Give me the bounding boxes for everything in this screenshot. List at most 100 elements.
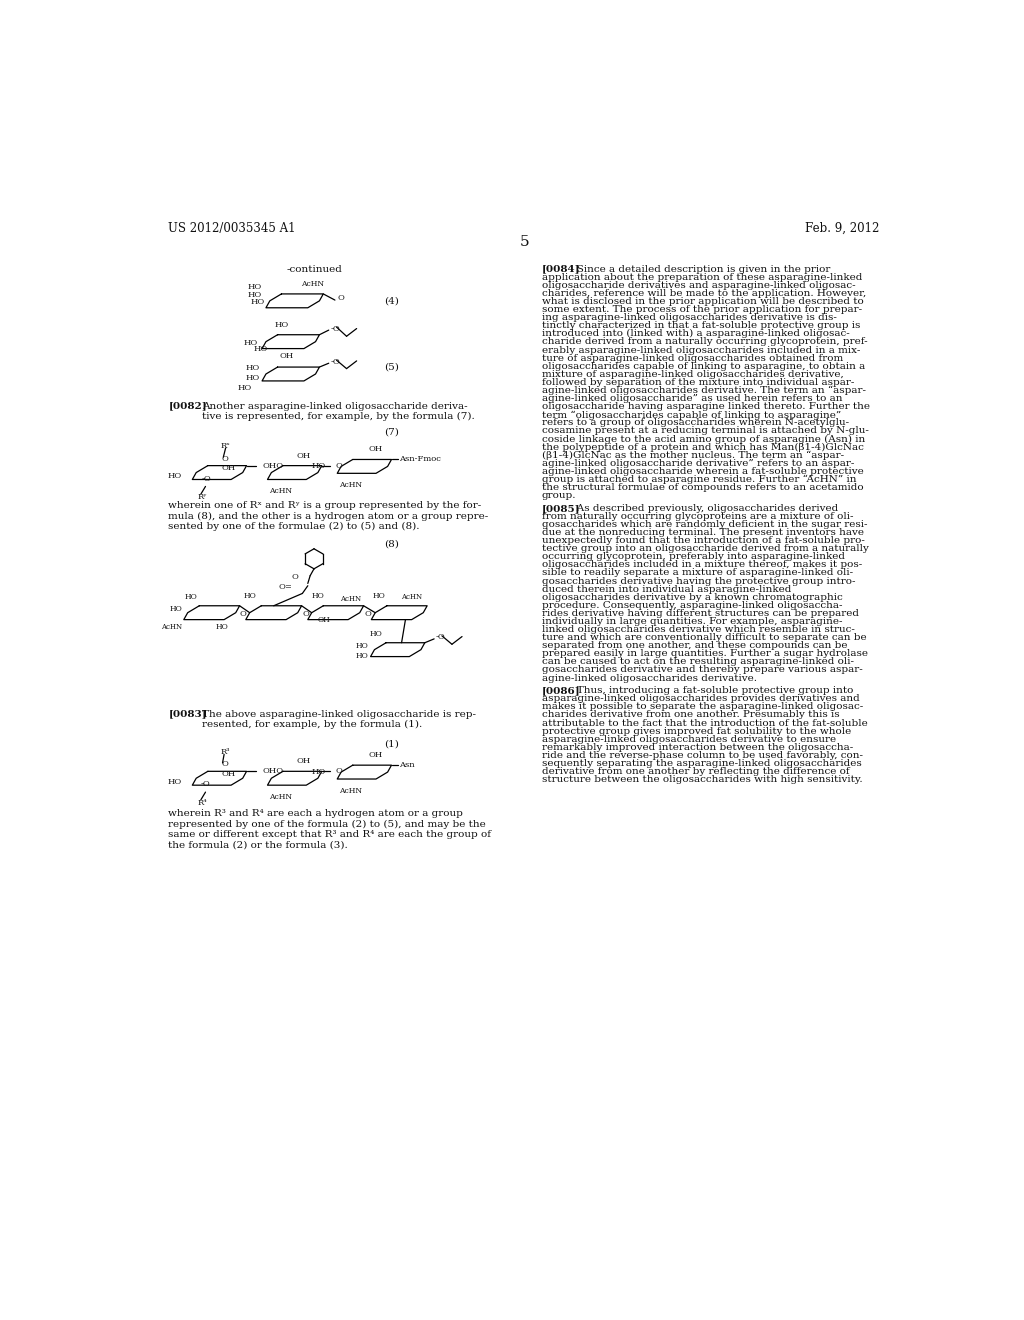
Text: AcHN: AcHN [161,623,182,631]
Text: HO: HO [274,321,289,329]
Text: agine-linked oligosaccharides derivative.: agine-linked oligosaccharides derivative… [542,673,757,682]
Text: HO: HO [251,298,265,306]
Text: Feb. 9, 2012: Feb. 9, 2012 [805,222,880,235]
Text: AcHN: AcHN [339,480,362,488]
Text: HO: HO [248,290,262,298]
Text: AcHN: AcHN [340,595,360,603]
Text: US 2012/0035345 A1: US 2012/0035345 A1 [168,222,296,235]
Text: HO: HO [246,374,260,381]
Text: from naturally occurring glycoproteins are a mixture of oli-: from naturally occurring glycoproteins a… [542,512,853,521]
Text: (4): (4) [384,297,398,306]
Text: O: O [222,760,228,768]
Text: tective group into an oligosaccharide derived from a naturally: tective group into an oligosaccharide de… [542,544,868,553]
Text: protective group gives improved fat solubility to the whole: protective group gives improved fat solu… [542,726,851,735]
Text: [0082]: [0082] [168,401,207,411]
Text: HO: HO [246,364,260,372]
Text: O: O [336,462,343,470]
Text: structure between the oligosaccharides with high sensitivity.: structure between the oligosaccharides w… [542,775,862,784]
Text: [0083]: [0083] [168,710,207,718]
Text: asparagine-linked oligosaccharides derivative to ensure: asparagine-linked oligosaccharides deriv… [542,735,836,743]
Text: Since a detailed description is given in the prior: Since a detailed description is given in… [566,264,829,273]
Text: separated from one another, and these compounds can be: separated from one another, and these co… [542,642,847,651]
Text: oligosaccharides capable of linking to asparagine, to obtain a: oligosaccharides capable of linking to a… [542,362,865,371]
Text: Another asparagine-linked oligosaccharide deriva-
tive is represented, for examp: Another asparagine-linked oligosaccharid… [202,401,474,421]
Text: -O: -O [331,358,340,366]
Text: O: O [303,610,309,618]
Text: derivative from one another by reflecting the difference of: derivative from one another by reflectin… [542,767,850,776]
Text: refers to a group of oligosaccharides wherein N-acetylglu-: refers to a group of oligosaccharides wh… [542,418,849,428]
Text: HO: HO [170,605,182,612]
Text: charide derived from a naturally occurring glycoprotein, pref-: charide derived from a naturally occurri… [542,338,867,346]
Text: -O: -O [435,634,445,642]
Text: rides derivative having different structures can be prepared: rides derivative having different struct… [542,609,859,618]
Text: agine-linked oligosaccharide derivative” refers to an aspar-: agine-linked oligosaccharide derivative”… [542,459,854,467]
Text: OH: OH [222,770,236,777]
Text: HO: HO [185,593,198,602]
Text: O: O [336,767,343,775]
Text: Rʸ: Rʸ [198,494,208,502]
Text: remarkably improved interaction between the oligosaccha-: remarkably improved interaction between … [542,743,853,752]
Text: (8): (8) [384,540,398,549]
Text: (1): (1) [384,739,398,748]
Text: can be caused to act on the resulting asparagine-linked oli-: can be caused to act on the resulting as… [542,657,854,667]
Text: makes it possible to separate the asparagine-linked oligosac-: makes it possible to separate the aspara… [542,702,863,711]
Text: wherein one of Rˣ and Rʸ is a group represented by the for-
mula (8), and the ot: wherein one of Rˣ and Rʸ is a group repr… [168,502,488,531]
Text: individually in large quantities. For example, asparagine-: individually in large quantities. For ex… [542,616,843,626]
Text: tinctly characterized in that a fat-soluble protective group is: tinctly characterized in that a fat-solu… [542,321,860,330]
Text: HO: HO [311,591,324,599]
Text: unexpectedly found that the introduction of a fat-soluble pro-: unexpectedly found that the introduction… [542,536,864,545]
Text: coside linkage to the acid amino group of asparagine (Asn) in: coside linkage to the acid amino group o… [542,434,865,444]
Text: some extent. The process of the prior application for prepar-: some extent. The process of the prior ap… [542,305,862,314]
Text: cosamine present at a reducing terminal is attached by N-glu-: cosamine present at a reducing terminal … [542,426,868,436]
Text: AcHN: AcHN [269,487,292,495]
Text: HO: HO [355,652,369,660]
Text: R³: R³ [221,748,230,756]
Text: -O: -O [331,325,340,333]
Text: R⁴: R⁴ [198,799,208,807]
Text: OH: OH [369,751,383,759]
Text: Asn: Asn [399,762,415,770]
Text: As described previously, oligosaccharides derived: As described previously, oligosaccharide… [566,504,838,512]
Text: AcHN: AcHN [301,280,324,288]
Text: HO: HO [253,346,267,354]
Text: wherein R³ and R⁴ are each a hydrogen atom or a group
represented by one of the : wherein R³ and R⁴ are each a hydrogen at… [168,809,492,849]
Text: ture of asparagine-linked oligosaccharides obtained from: ture of asparagine-linked oligosaccharid… [542,354,843,363]
Text: AcHN: AcHN [269,793,292,801]
Text: sible to readily separate a mixture of asparagine-linked oli-: sible to readily separate a mixture of a… [542,569,853,577]
Text: oligosaccharides included in a mixture thereof, makes it pos-: oligosaccharides included in a mixture t… [542,560,862,569]
Text: agine-linked oligosaccharide wherein a fat-soluble protective: agine-linked oligosaccharide wherein a f… [542,467,863,475]
Text: sequently separating the asparagine-linked oligosaccharides: sequently separating the asparagine-link… [542,759,861,768]
Text: agine-linked oligosaccharides derivative. The term an “aspar-: agine-linked oligosaccharides derivative… [542,385,866,395]
Text: linked oligosaccharides derivative which resemble in struc-: linked oligosaccharides derivative which… [542,626,855,634]
Text: term “oligosaccharides capable of linking to asparagine”: term “oligosaccharides capable of linkin… [542,411,841,420]
Text: AcHN: AcHN [339,787,362,795]
Text: agine-linked oligosaccharide” as used herein refers to an: agine-linked oligosaccharide” as used he… [542,395,843,403]
Text: oligosaccharide having asparagine linked thereto. Further the: oligosaccharide having asparagine linked… [542,403,869,411]
Text: attributable to the fact that the introduction of the fat-soluble: attributable to the fact that the introd… [542,718,867,727]
Text: charides, reference will be made to the application. However,: charides, reference will be made to the … [542,289,866,298]
Text: occurring glycoprotein, preferably into asparagine-linked: occurring glycoprotein, preferably into … [542,552,845,561]
Text: 5: 5 [520,235,529,248]
Text: The above asparagine-linked oligosaccharide is rep-
resented, for example, by th: The above asparagine-linked oligosacchar… [202,710,475,729]
Text: (7): (7) [384,428,398,437]
Text: O=: O= [279,582,292,590]
Text: ture and which are conventionally difficult to separate can be: ture and which are conventionally diffic… [542,634,866,642]
Text: group.: group. [542,491,577,500]
Text: followed by separation of the mixture into individual aspar-: followed by separation of the mixture in… [542,378,854,387]
Text: the polypeptide of a protein and which has Man(β1-4)GlcNac: the polypeptide of a protein and which h… [542,442,863,451]
Text: gosaccharides derivative having the protective group intro-: gosaccharides derivative having the prot… [542,577,855,586]
Text: OH: OH [317,616,331,624]
Text: HO: HO [168,473,182,480]
Text: O: O [337,294,344,302]
Text: mixture of asparagine-linked oligosaccharides derivative,: mixture of asparagine-linked oligosaccha… [542,370,844,379]
Text: erably asparagine-linked oligosaccharides included in a mix-: erably asparagine-linked oligosaccharide… [542,346,860,355]
Text: -O: -O [202,475,212,483]
Text: HO: HO [370,630,382,639]
Text: HO: HO [311,768,326,776]
Text: ing asparagine-linked oligosaccharides derivative is dis-: ing asparagine-linked oligosaccharides d… [542,313,837,322]
Text: gosaccharides derivative and thereby prepare various aspar-: gosaccharides derivative and thereby pre… [542,665,862,675]
Text: oligosaccharide derivatives and asparagine-linked oligosac-: oligosaccharide derivatives and asparagi… [542,281,855,290]
Text: procedure. Consequently, asparagine-linked oligosaccha-: procedure. Consequently, asparagine-link… [542,601,843,610]
Text: due at the nonreducing terminal. The present inventors have: due at the nonreducing terminal. The pre… [542,528,864,537]
Text: Asn-Fmoc: Asn-Fmoc [399,455,441,463]
